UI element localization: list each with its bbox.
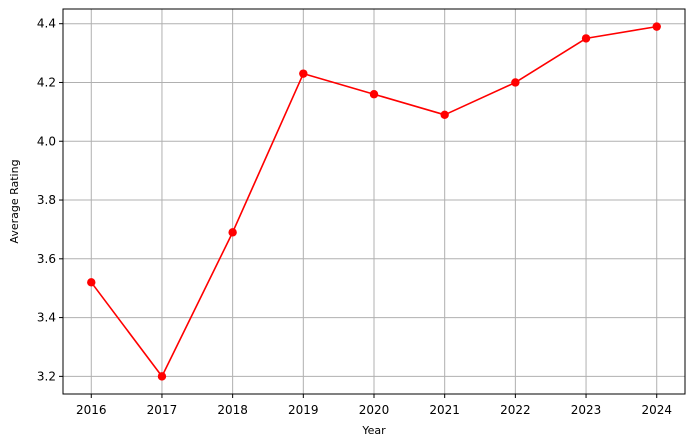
data-point <box>299 69 308 78</box>
x-tick-label: 2023 <box>571 403 602 417</box>
y-tick-label: 3.4 <box>37 311 56 325</box>
y-tick-label: 4.2 <box>37 75 56 89</box>
data-point <box>157 372 167 381</box>
x-tick-label: 2020 <box>359 403 390 417</box>
y-tick-label: 4.0 <box>37 134 56 148</box>
data-point <box>369 90 379 99</box>
y-tick-label: 3.8 <box>37 193 56 207</box>
data-point <box>581 34 591 43</box>
data-point <box>511 78 520 87</box>
y-tick-label: 3.6 <box>37 252 56 266</box>
data-point <box>87 278 96 287</box>
y-axis-label: Average Rating <box>8 159 21 243</box>
x-tick-label: 2016 <box>76 403 107 417</box>
axis-ticks: 2016 2017 2018 2019 2020 2021 2022 2023 2024 3.2 3… <box>37 17 672 417</box>
data-point <box>440 110 449 120</box>
data-point <box>652 22 661 31</box>
x-tick-label: 2022 <box>500 403 531 417</box>
x-tick-label: 2019 <box>288 403 319 417</box>
x-tick-label: 2021 <box>429 403 460 417</box>
x-tick-label: 2018 <box>217 403 248 417</box>
y-tick-label: 3.2 <box>37 369 56 383</box>
data-series <box>87 22 661 381</box>
x-tick-label: 2024 <box>641 403 672 417</box>
data-point <box>228 228 237 237</box>
x-tick-label: 2017 <box>147 403 178 417</box>
grid-lines <box>63 9 685 394</box>
x-axis-label: Year <box>361 424 386 437</box>
y-tick-label: 4.4 <box>37 17 56 31</box>
